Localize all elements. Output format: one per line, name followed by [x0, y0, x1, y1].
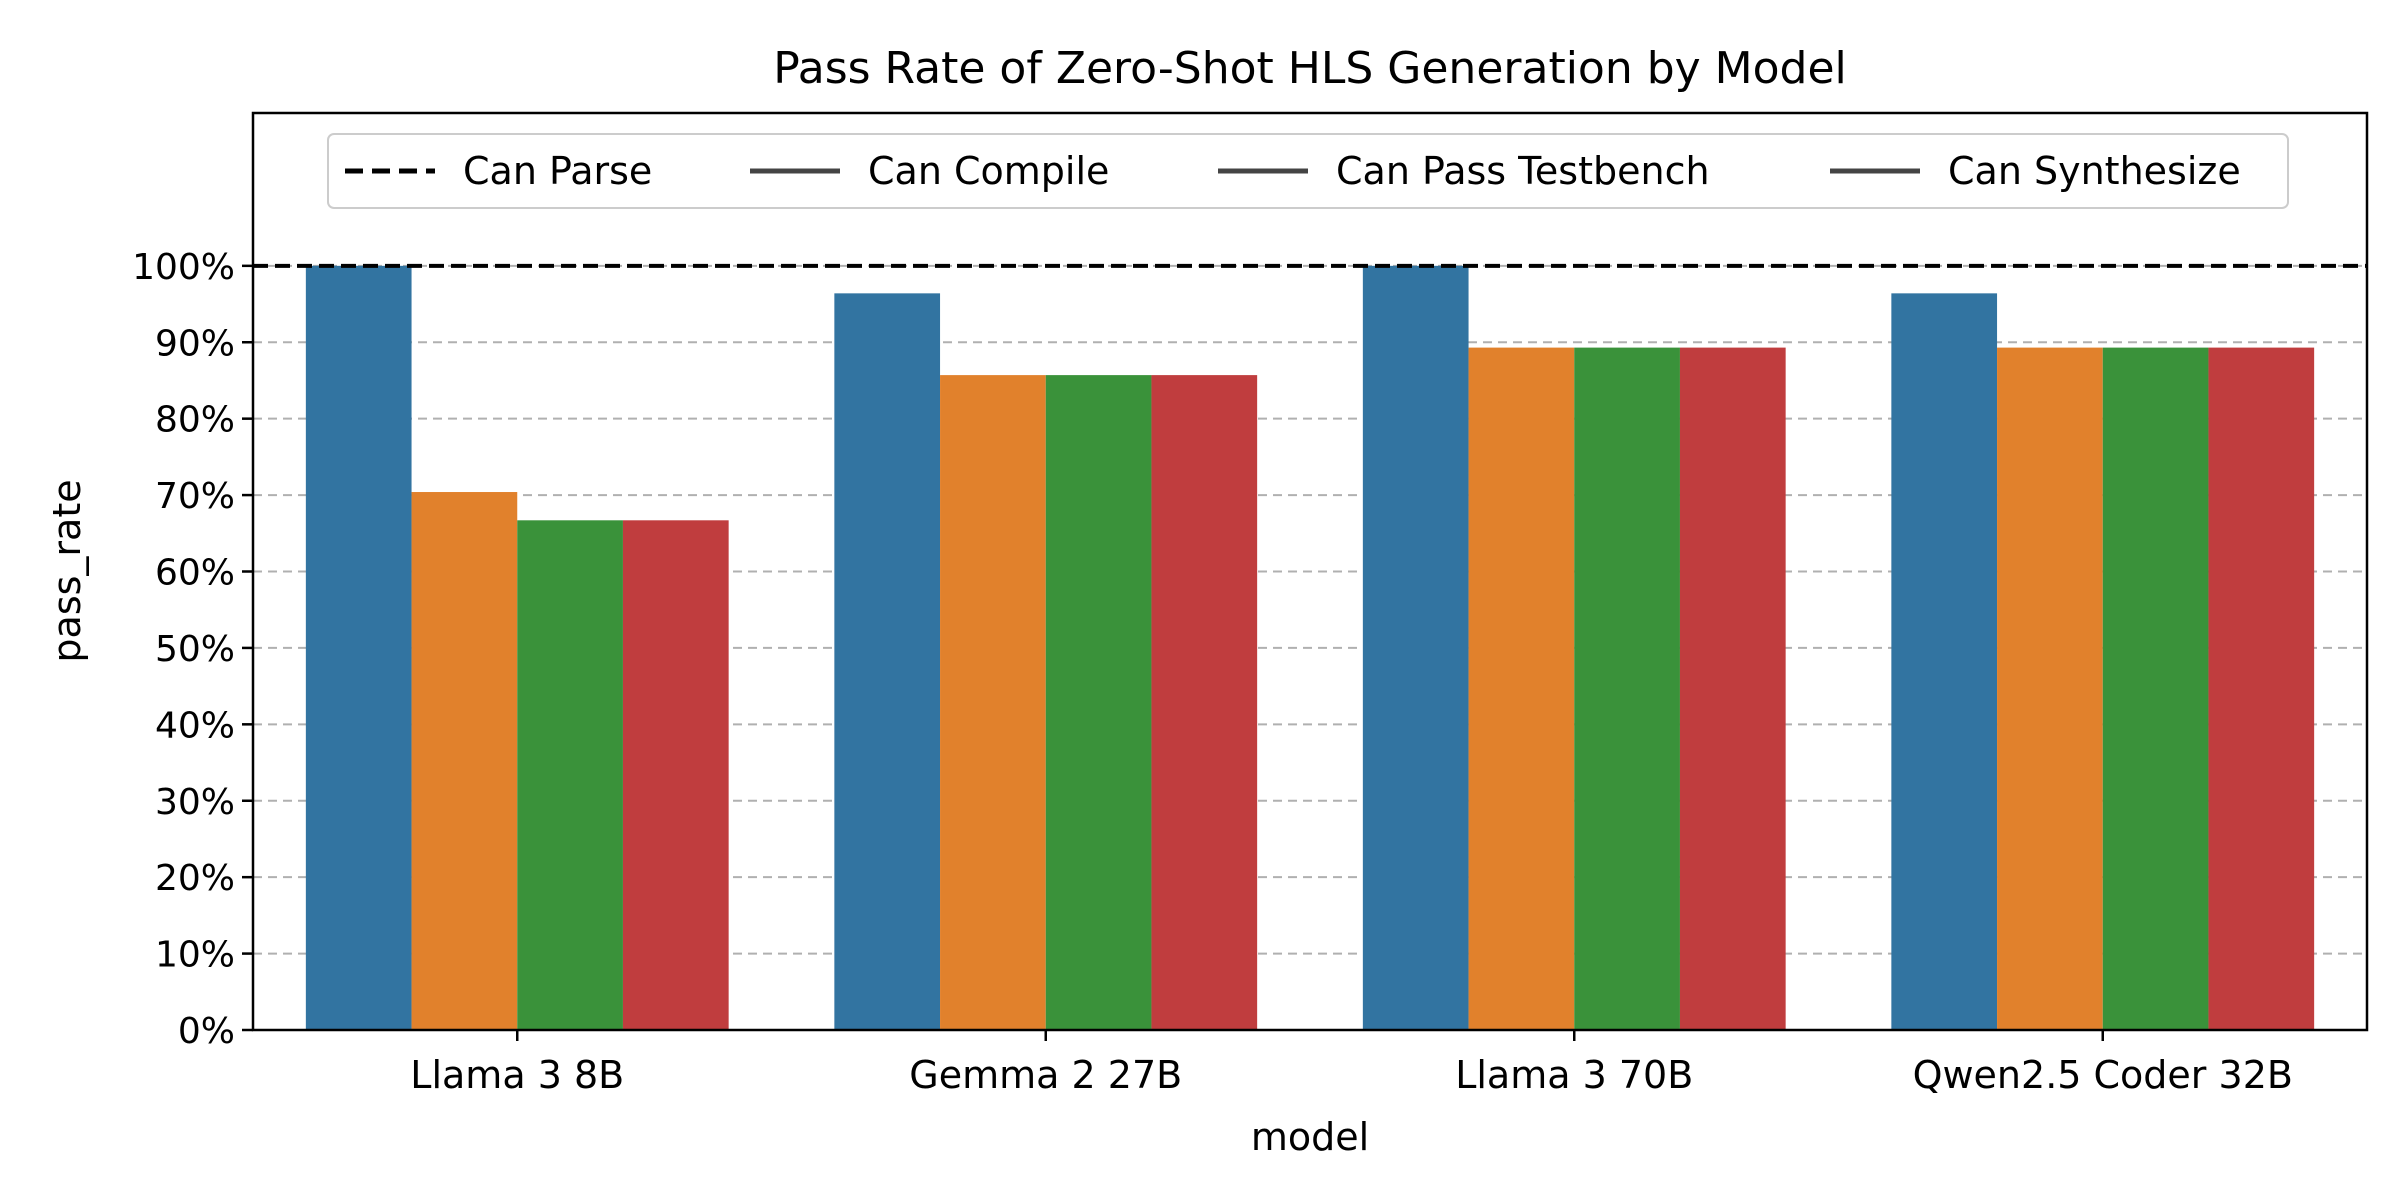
bar-can-pass-testbench-3 — [2102, 347, 2209, 1031]
y-tick-label: 90% — [155, 323, 235, 364]
bar-can-pass-testbench-1 — [1045, 375, 1152, 1031]
bar-can-synthesize-0 — [622, 520, 729, 1030]
legend-label: Can Synthesize — [1948, 149, 2241, 193]
x-axis-label: model — [1251, 1115, 1369, 1159]
legend-label: Can Parse — [463, 149, 652, 193]
y-tick-label: 60% — [155, 553, 235, 594]
legend: Can Parse Can Compile Can Pass Testbench Ca… — [327, 133, 2289, 209]
y-tick-label: 0% — [178, 1011, 235, 1052]
chart-title: Pass Rate of Zero-Shot HLS Generation by… — [773, 43, 1847, 94]
x-axis-ticks: Llama 3 8B Gemma 2 27B Llama 3 70B Qwen2.5 … — [410, 1030, 2293, 1097]
y-tick-label: 40% — [155, 705, 235, 746]
y-axis-label: pass_rate — [45, 479, 89, 662]
bar-can-parse-0 — [305, 265, 412, 1030]
y-tick-label: 10% — [155, 935, 235, 976]
legend-label: Can Pass Testbench — [1336, 149, 1710, 193]
bar-can-parse-2 — [1362, 265, 1469, 1030]
bars — [305, 265, 2315, 1031]
bar-can-pass-testbench-0 — [517, 520, 623, 1030]
y-tick-label: 100% — [132, 247, 235, 288]
bar-can-synthesize-1 — [1151, 375, 1258, 1031]
bar-can-compile-1 — [940, 375, 1046, 1031]
y-tick-label: 70% — [155, 476, 235, 517]
bar-can-synthesize-2 — [1679, 347, 1786, 1031]
bar-can-compile-0 — [411, 492, 518, 1030]
y-tick-label: 20% — [155, 858, 235, 899]
bar-can-parse-3 — [1891, 293, 1998, 1030]
bar-can-compile-3 — [1997, 347, 2103, 1031]
x-tick-label: Qwen2.5 Coder 32B — [1913, 1053, 2293, 1097]
y-tick-label: 50% — [155, 629, 235, 670]
y-axis-ticks: 0% 10% 20% 30% 40% 50% 60% 70% 80% 90% 100% — [132, 247, 253, 1052]
bar-can-pass-testbench-2 — [1574, 347, 1680, 1031]
bar-can-parse-1 — [834, 293, 941, 1030]
legend-label: Can Compile — [868, 149, 1109, 193]
y-tick-label: 30% — [155, 782, 235, 823]
bar-can-compile-2 — [1468, 347, 1575, 1031]
bar-can-synthesize-3 — [2208, 347, 2315, 1031]
x-tick-label: Llama 3 70B — [1455, 1053, 1693, 1097]
x-tick-label: Llama 3 8B — [410, 1053, 624, 1097]
y-tick-label: 80% — [155, 400, 235, 441]
x-tick-label: Gemma 2 27B — [909, 1053, 1182, 1097]
